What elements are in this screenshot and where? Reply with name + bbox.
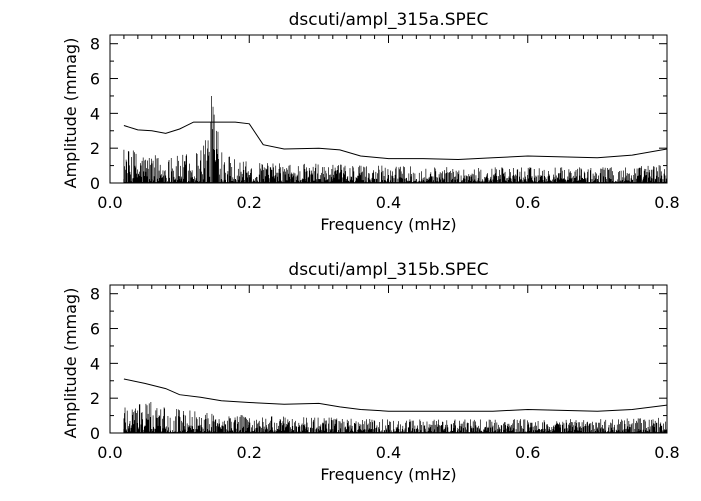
- x-tick-label: 0.8: [654, 193, 679, 212]
- x-tick-label: 0.0: [97, 193, 122, 212]
- x-tick-label: 0.6: [515, 193, 540, 212]
- significance-line: [123, 378, 668, 412]
- y-axis-label: Amplitude (mmag): [61, 38, 80, 189]
- x-tick-label: 0.0: [97, 443, 122, 462]
- x-axis-label: Frequency (mHz): [320, 465, 456, 484]
- y-tick-label: 6: [90, 320, 100, 339]
- x-tick-label: 0.2: [237, 193, 262, 212]
- spectrum-series: [123, 96, 668, 183]
- y-tick-label: 4: [90, 104, 100, 123]
- y-tick-label: 2: [90, 139, 100, 158]
- chart-panel-1: dscuti/ampl_315a.SPEC 0.0 0.2 0.4 0.6 0.8 0 2 4 6…: [61, 10, 680, 234]
- y-tick-label: 8: [90, 285, 100, 304]
- y-tick-label: 8: [90, 35, 100, 54]
- spectrum-series: [123, 402, 668, 433]
- y-tick-label: 4: [90, 354, 100, 373]
- x-tick-label: 0.2: [237, 443, 262, 462]
- x-tick-label: 0.6: [515, 443, 540, 462]
- y-tick-label: 0: [90, 424, 100, 443]
- y-axis-label: Amplitude (mmag): [61, 288, 80, 439]
- chart-panel-2: dscuti/ampl_315b.SPEC 0.0 0.2 0.4 0.6 0.8 0 2 4 6…: [61, 260, 680, 484]
- chart-title: dscuti/ampl_315b.SPEC: [288, 260, 488, 280]
- chart-title: dscuti/ampl_315a.SPEC: [289, 10, 489, 30]
- x-tick-label: 0.4: [376, 193, 401, 212]
- significance-line: [123, 121, 668, 161]
- x-tick-label: 0.8: [654, 443, 679, 462]
- y-tick-label: 6: [90, 70, 100, 89]
- x-axis-label: Frequency (mHz): [320, 215, 456, 234]
- y-tick-label: 0: [90, 174, 100, 193]
- plot-frame: [109, 34, 668, 184]
- x-tick-label: 0.4: [376, 443, 401, 462]
- y-tick-label: 2: [90, 389, 100, 408]
